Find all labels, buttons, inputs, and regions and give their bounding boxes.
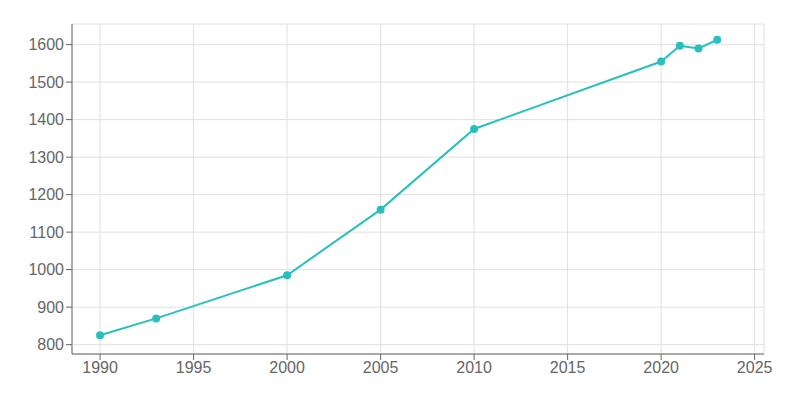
svg-text:1995: 1995: [176, 359, 212, 376]
svg-text:1990: 1990: [82, 359, 118, 376]
svg-text:1000: 1000: [28, 261, 64, 278]
svg-text:1300: 1300: [28, 149, 64, 166]
svg-text:2000: 2000: [269, 359, 305, 376]
svg-text:1500: 1500: [28, 74, 64, 91]
svg-text:1400: 1400: [28, 111, 64, 128]
svg-text:1100: 1100: [30, 224, 65, 241]
svg-text:2005: 2005: [363, 359, 399, 376]
svg-text:1600: 1600: [28, 36, 64, 53]
svg-text:2010: 2010: [456, 359, 492, 376]
svg-text:1200: 1200: [28, 186, 64, 203]
svg-text:2015: 2015: [550, 359, 586, 376]
svg-text:2025: 2025: [737, 359, 773, 376]
svg-text:800: 800: [37, 336, 64, 353]
svg-text:2020: 2020: [643, 359, 679, 376]
svg-text:900: 900: [37, 299, 64, 316]
